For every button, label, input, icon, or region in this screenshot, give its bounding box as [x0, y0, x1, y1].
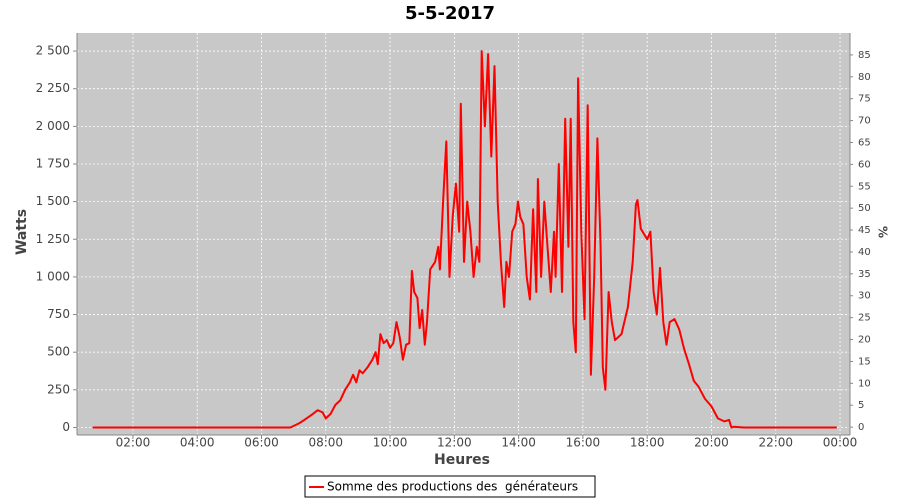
x-axis-label: Heures	[434, 452, 490, 468]
x-tick-label: 06:00	[244, 436, 279, 450]
x-tick-label: 16:00	[566, 436, 601, 450]
y2-tick-label: 30	[858, 291, 871, 302]
x-tick-label: 18:00	[630, 436, 665, 450]
y2-tick-label: 85	[858, 50, 871, 61]
x-tick-label: 10:00	[373, 436, 408, 450]
series-line	[92, 50, 837, 429]
y-tick-label: 250	[47, 382, 70, 396]
x-tick-label: 22:00	[758, 436, 793, 450]
x-tick-label: 04:00	[180, 436, 215, 450]
y2-tick-label: 35	[858, 269, 871, 280]
chart-title: 5-5-2017	[405, 3, 495, 24]
y2-tick-label: 50	[858, 203, 871, 214]
y2-axis-label: %	[876, 226, 890, 238]
x-tick-label: 08:00	[308, 436, 343, 450]
x-tick-label: 02:00	[116, 436, 151, 450]
y-axis-label: Watts	[14, 209, 30, 255]
x-tick-label: 20:00	[694, 436, 729, 450]
x-tick-label: 14:00	[501, 436, 536, 450]
y2-tick-label: 75	[858, 94, 871, 105]
y2-tick-label: 40	[858, 247, 871, 258]
y2-tick-label: 5	[858, 400, 864, 411]
y2-tick-label: 10	[858, 378, 871, 389]
y-tick-label: 500	[47, 345, 70, 359]
y2-tick-label: 25	[858, 313, 871, 324]
y2-tick-label: 0	[858, 422, 864, 433]
y-tick-label: 1 000	[36, 269, 70, 283]
y-tick-label: 1 750	[36, 156, 70, 170]
y2-tick-label: 20	[858, 335, 871, 346]
x-tick-label: 00:00	[823, 436, 858, 450]
y2-tick-label: 45	[858, 225, 871, 236]
legend-label: Somme des productions des générateurs	[327, 480, 578, 494]
y-tick-label: 1 500	[36, 194, 70, 208]
y2-tick-label: 70	[858, 116, 871, 127]
y-tick-label: 1 250	[36, 232, 70, 246]
y2-tick-label: 65	[858, 137, 871, 148]
y2-tick-label: 15	[858, 356, 871, 367]
y-tick-label: 0	[62, 420, 70, 434]
legend	[304, 475, 596, 498]
y-tick-label: 750	[47, 307, 70, 321]
x-tick-label: 12:00	[437, 436, 472, 450]
y2-tick-label: 60	[858, 159, 871, 170]
y2-tick-label: 55	[858, 181, 871, 192]
y-tick-label: 2 250	[36, 81, 70, 95]
y-tick-label: 2 000	[36, 119, 70, 133]
y-tick-label: 2 500	[36, 44, 70, 58]
y2-tick-label: 80	[858, 72, 871, 83]
